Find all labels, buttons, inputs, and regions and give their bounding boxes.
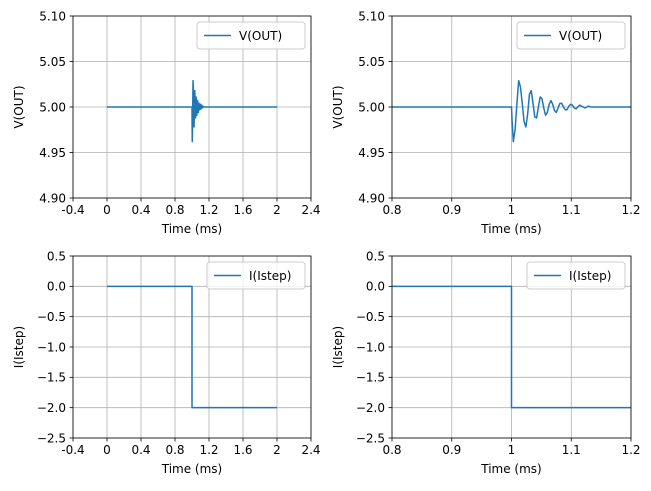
y-tick-label: −1.5	[37, 371, 66, 385]
y-tick-label: −2.5	[37, 431, 66, 445]
x-tick-label: 1.1	[562, 443, 581, 457]
y-tick-label: −0.5	[37, 310, 66, 324]
x-axis-label: Time (ms)	[161, 462, 223, 476]
series-line-v-out	[107, 79, 277, 143]
legend: V(OUT)	[516, 21, 626, 50]
x-axis-label: Time (ms)	[480, 462, 542, 476]
x-tick-label: 2	[273, 443, 281, 457]
subplot-2: 0.8 0.9 1 1.1 1.2 4.90 4.95 5.00 5.05 5.10 Time (m…	[331, 9, 641, 236]
x-tick-label: 0.8	[165, 443, 184, 457]
x-axis-label: Time (ms)	[161, 222, 223, 236]
subplot-1: -0.4 0 0.4 0.8 1.2 1.6 2 2.4 4.90 4.95 5.00 5.05 5.1…	[12, 9, 321, 236]
y-tick-label: 4.95	[39, 146, 66, 160]
y-tick-label: 5.10	[358, 9, 385, 23]
y-tick-label: 0.5	[366, 249, 385, 263]
x-tick-label: 2.4	[301, 203, 320, 217]
y-tick-label: −0.5	[356, 310, 385, 324]
y-tick-label: 4.90	[358, 191, 385, 205]
x-tick-label: 1.2	[199, 203, 218, 217]
legend-label: I(Istep)	[249, 269, 291, 283]
legend-label: V(OUT)	[559, 29, 602, 43]
legend-label: V(OUT)	[239, 29, 282, 43]
y-tick-label: 5.05	[358, 55, 385, 69]
y-tick-label: −1.5	[356, 371, 385, 385]
y-tick-label: 0.5	[47, 249, 66, 263]
legend: V(OUT)	[196, 21, 306, 50]
x-tick-label: 1.2	[621, 203, 640, 217]
x-tick-label: 1.6	[233, 203, 252, 217]
subplot-3: -0.4 0 0.4 0.8 1.2 1.6 2 2.4 −2.5 −2.0 −1.5 −1.0 −0.…	[12, 249, 321, 476]
y-axis-label: V(OUT)	[331, 85, 345, 128]
x-tick-label: 1.6	[233, 443, 252, 457]
y-tick-label: −1.0	[356, 340, 385, 354]
legend-label: I(Istep)	[569, 269, 611, 283]
y-axis-label: V(OUT)	[12, 85, 26, 128]
x-tick-label: 1	[508, 443, 516, 457]
y-tick-label: 5.10	[39, 9, 66, 23]
legend: I(Istep)	[206, 261, 306, 290]
x-tick-label: 1.2	[621, 443, 640, 457]
legend-box	[206, 261, 306, 290]
y-tick-label: 0.0	[366, 280, 385, 294]
x-tick-label: 0.9	[442, 203, 461, 217]
x-tick-label: 2.4	[301, 443, 320, 457]
series-line-i-istep	[392, 285, 631, 409]
legend-box	[196, 21, 306, 50]
y-tick-label: −1.0	[37, 340, 66, 354]
y-tick-label: 4.95	[358, 146, 385, 160]
y-tick-label: 5.00	[358, 100, 385, 114]
x-tick-label: -0.4	[61, 443, 84, 457]
x-axis-label: Time (ms)	[480, 222, 542, 236]
legend-box	[516, 21, 626, 50]
y-tick-label: 5.00	[39, 100, 66, 114]
x-tick-label: 0.4	[131, 203, 150, 217]
x-tick-label: 0.8	[382, 203, 401, 217]
y-axis-label: I(Istep)	[331, 326, 345, 368]
x-tick-label: 0.8	[165, 203, 184, 217]
x-tick-label: -0.4	[61, 203, 84, 217]
y-tick-label: −2.0	[356, 401, 385, 415]
series-line-v-out	[392, 79, 631, 143]
subplot-4: 0.8 0.9 1 1.1 1.2 −2.5 −2.0 −1.5 −1.0 −0.5 0.0 0.5 T…	[331, 249, 641, 476]
x-tick-label: 0.9	[442, 443, 461, 457]
y-tick-label: 0.0	[47, 280, 66, 294]
x-tick-label: 1.2	[199, 443, 218, 457]
x-tick-label: 1	[508, 203, 516, 217]
x-tick-label: 0	[103, 443, 111, 457]
y-axis-label: I(Istep)	[12, 326, 26, 368]
x-tick-label: 0	[103, 203, 111, 217]
x-tick-label: 0.4	[131, 443, 150, 457]
y-tick-label: −2.5	[356, 431, 385, 445]
legend: I(Istep)	[526, 261, 626, 290]
y-tick-label: 5.05	[39, 55, 66, 69]
y-tick-label: −2.0	[37, 401, 66, 415]
y-tick-label: 4.90	[39, 191, 66, 205]
x-tick-label: 1.1	[562, 203, 581, 217]
legend-box	[526, 261, 626, 290]
series-line-i-istep	[107, 285, 277, 409]
x-tick-label: 2	[273, 203, 281, 217]
x-tick-label: 0.8	[382, 443, 401, 457]
